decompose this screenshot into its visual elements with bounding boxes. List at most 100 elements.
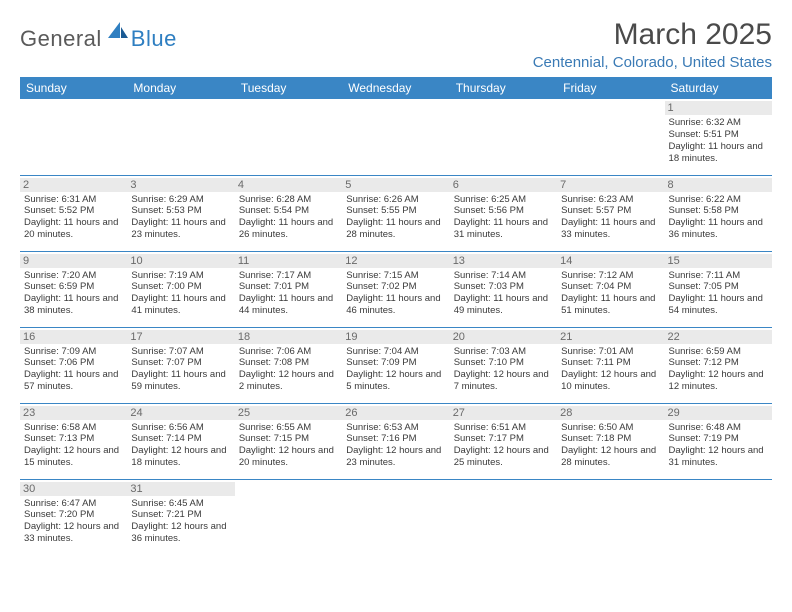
calendar-day-cell: 18 Sunrise: 7:06 AMSunset: 7:08 PMDayligh… [235, 327, 342, 403]
day-detail-text: Sunrise: 6:25 AMSunset: 5:56 PMDaylight:… [454, 194, 553, 242]
day-number: 26 [342, 406, 449, 420]
day-number: 29 [665, 406, 772, 420]
day-number: 12 [342, 254, 449, 268]
calendar-week-row: 23 Sunrise: 6:58 AMSunset: 7:13 PMDayligh… [20, 403, 772, 479]
calendar-day-cell [127, 99, 234, 175]
calendar-day-cell: 4Sunrise: 6:28 AMSunset: 5:54 PMDaylight… [235, 175, 342, 251]
header: General Blue March 2025 Centennial, Colo… [20, 18, 772, 71]
calendar-day-cell: 6Sunrise: 6:25 AMSunset: 5:56 PMDaylight… [450, 175, 557, 251]
day-detail-text: Sunrise: 7:12 AMSunset: 7:04 PMDaylight:… [561, 270, 660, 318]
calendar-day-cell: 25 Sunrise: 6:55 AMSunset: 7:15 PMDayligh… [235, 403, 342, 479]
day-detail-text: Sunrise: 7:20 AMSunset: 6:59 PMDaylight:… [24, 270, 123, 318]
day-detail-text: Sunrise: 7:17 AMSunset: 7:01 PMDaylight:… [239, 270, 338, 318]
calendar-day-cell: 9 Sunrise: 7:20 AMSunset: 6:59 PMDaylight… [20, 251, 127, 327]
day-number: 23 [20, 406, 127, 420]
day-number: 28 [557, 406, 664, 420]
day-number: 27 [450, 406, 557, 420]
calendar-day-cell [20, 99, 127, 175]
calendar-day-cell: 5Sunrise: 6:26 AMSunset: 5:55 PMDaylight… [342, 175, 449, 251]
calendar-week-row: 16 Sunrise: 7:09 AMSunset: 7:06 PMDayligh… [20, 327, 772, 403]
day-number: 2 [20, 178, 127, 192]
day-detail-text: Sunrise: 7:14 AMSunset: 7:03 PMDaylight:… [454, 270, 553, 318]
calendar-day-cell: 22Sunrise: 6:59 AMSunset: 7:12 PMDayligh… [665, 327, 772, 403]
title-block: March 2025 Centennial, Colorado, United … [533, 18, 772, 71]
calendar-day-cell: 17 Sunrise: 7:07 AMSunset: 7:07 PMDayligh… [127, 327, 234, 403]
day-number: 30 [20, 482, 127, 496]
day-detail-text: Sunrise: 6:58 AMSunset: 7:13 PMDaylight:… [24, 422, 123, 470]
day-detail-text: Sunrise: 6:53 AMSunset: 7:16 PMDaylight:… [346, 422, 445, 470]
day-detail-text: Sunrise: 7:07 AMSunset: 7:07 PMDaylight:… [131, 346, 230, 394]
calendar-day-cell: 1Sunrise: 6:32 AMSunset: 5:51 PMDaylight… [665, 99, 772, 175]
calendar-day-cell: 21Sunrise: 7:01 AMSunset: 7:11 PMDayligh… [557, 327, 664, 403]
calendar-week-row: 2 Sunrise: 6:31 AMSunset: 5:52 PMDaylight… [20, 175, 772, 251]
calendar-day-cell: 15Sunrise: 7:11 AMSunset: 7:05 PMDayligh… [665, 251, 772, 327]
day-detail-text: Sunrise: 7:15 AMSunset: 7:02 PMDaylight:… [346, 270, 445, 318]
weekday-header: Friday [557, 77, 664, 99]
day-number: 7 [557, 178, 664, 192]
day-number: 17 [127, 330, 234, 344]
calendar-day-cell: 23 Sunrise: 6:58 AMSunset: 7:13 PMDayligh… [20, 403, 127, 479]
day-detail-text: Sunrise: 6:28 AMSunset: 5:54 PMDaylight:… [239, 194, 338, 242]
calendar-week-row: 1Sunrise: 6:32 AMSunset: 5:51 PMDaylight… [20, 99, 772, 175]
calendar-day-cell: 28 Sunrise: 6:50 AMSunset: 7:18 PMDayligh… [557, 403, 664, 479]
calendar-day-cell: 13 Sunrise: 7:14 AMSunset: 7:03 PMDayligh… [450, 251, 557, 327]
calendar-day-cell: 10Sunrise: 7:19 AMSunset: 7:00 PMDayligh… [127, 251, 234, 327]
calendar-day-cell [450, 479, 557, 555]
weekday-header: Thursday [450, 77, 557, 99]
day-detail-text: Sunrise: 6:26 AMSunset: 5:55 PMDaylight:… [346, 194, 445, 242]
day-detail-text: Sunrise: 6:45 AMSunset: 7:21 PMDaylight:… [131, 498, 230, 546]
calendar-day-cell [235, 479, 342, 555]
location-subtitle: Centennial, Colorado, United States [533, 54, 772, 71]
calendar-day-cell [235, 99, 342, 175]
day-detail-text: Sunrise: 7:04 AMSunset: 7:09 PMDaylight:… [346, 346, 445, 394]
calendar-day-cell: 14 Sunrise: 7:12 AMSunset: 7:04 PMDayligh… [557, 251, 664, 327]
calendar-day-cell: 12 Sunrise: 7:15 AMSunset: 7:02 PMDayligh… [342, 251, 449, 327]
logo-sail-icon [107, 21, 129, 44]
day-detail-text: Sunrise: 7:09 AMSunset: 7:06 PMDaylight:… [24, 346, 123, 394]
calendar-week-row: 9 Sunrise: 7:20 AMSunset: 6:59 PMDaylight… [20, 251, 772, 327]
calendar-day-cell [557, 479, 664, 555]
weekday-header: Sunday [20, 77, 127, 99]
day-number: 13 [450, 254, 557, 268]
day-detail-text: Sunrise: 7:03 AMSunset: 7:10 PMDaylight:… [454, 346, 553, 394]
calendar-day-cell: 24Sunrise: 6:56 AMSunset: 7:14 PMDayligh… [127, 403, 234, 479]
day-number: 16 [20, 330, 127, 344]
calendar-day-cell [665, 479, 772, 555]
calendar-day-cell: 26 Sunrise: 6:53 AMSunset: 7:16 PMDayligh… [342, 403, 449, 479]
day-number: 3 [127, 178, 234, 192]
day-number: 14 [557, 254, 664, 268]
calendar-day-cell: 20 Sunrise: 7:03 AMSunset: 7:10 PMDayligh… [450, 327, 557, 403]
day-detail-text: Sunrise: 6:55 AMSunset: 7:15 PMDaylight:… [239, 422, 338, 470]
calendar-day-cell: 2 Sunrise: 6:31 AMSunset: 5:52 PMDaylight… [20, 175, 127, 251]
day-number: 9 [20, 254, 127, 268]
day-number: 24 [127, 406, 234, 420]
day-detail-text: Sunrise: 6:32 AMSunset: 5:51 PMDaylight:… [669, 117, 768, 165]
day-detail-text: Sunrise: 6:50 AMSunset: 7:18 PMDaylight:… [561, 422, 660, 470]
calendar-day-cell [342, 479, 449, 555]
day-detail-text: Sunrise: 6:59 AMSunset: 7:12 PMDaylight:… [669, 346, 768, 394]
calendar-day-cell [450, 99, 557, 175]
calendar-day-cell: 29Sunrise: 6:48 AMSunset: 7:19 PMDayligh… [665, 403, 772, 479]
logo-text-general: General [20, 26, 102, 52]
day-detail-text: Sunrise: 6:47 AMSunset: 7:20 PMDaylight:… [24, 498, 123, 546]
day-number: 25 [235, 406, 342, 420]
weekday-header: Wednesday [342, 77, 449, 99]
calendar-day-cell: 27 Sunrise: 6:51 AMSunset: 7:17 PMDayligh… [450, 403, 557, 479]
day-detail-text: Sunrise: 7:11 AMSunset: 7:05 PMDaylight:… [669, 270, 768, 318]
calendar-week-row: 30 Sunrise: 6:47 AMSunset: 7:20 PMDayligh… [20, 479, 772, 555]
logo-text-blue: Blue [131, 26, 177, 52]
day-number: 10 [127, 254, 234, 268]
day-detail-text: Sunrise: 7:01 AMSunset: 7:11 PMDaylight:… [561, 346, 660, 394]
day-detail-text: Sunrise: 6:29 AMSunset: 5:53 PMDaylight:… [131, 194, 230, 242]
calendar-day-cell [342, 99, 449, 175]
day-number: 18 [235, 330, 342, 344]
day-number: 20 [450, 330, 557, 344]
day-detail-text: Sunrise: 6:51 AMSunset: 7:17 PMDaylight:… [454, 422, 553, 470]
day-detail-text: Sunrise: 7:06 AMSunset: 7:08 PMDaylight:… [239, 346, 338, 394]
day-detail-text: Sunrise: 6:31 AMSunset: 5:52 PMDaylight:… [24, 194, 123, 242]
weekday-header-row: Sunday Monday Tuesday Wednesday Thursday… [20, 77, 772, 99]
weekday-header: Saturday [665, 77, 772, 99]
calendar-day-cell: 8Sunrise: 6:22 AMSunset: 5:58 PMDaylight… [665, 175, 772, 251]
day-number: 19 [342, 330, 449, 344]
day-detail-text: Sunrise: 6:22 AMSunset: 5:58 PMDaylight:… [669, 194, 768, 242]
